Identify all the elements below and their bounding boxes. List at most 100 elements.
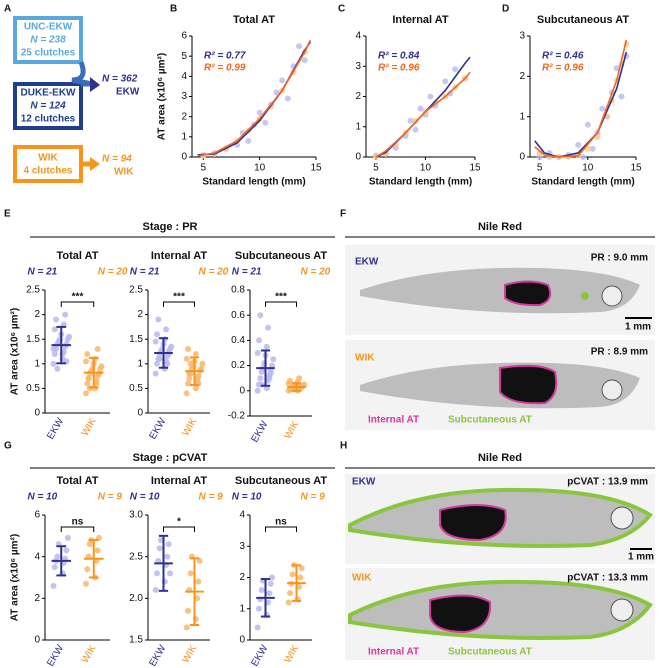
point: [53, 316, 60, 323]
y-tick-label: 6: [181, 31, 187, 42]
y-tick-label: -0.2: [228, 411, 246, 422]
point: [164, 360, 171, 367]
x-tick-label: 10: [254, 163, 266, 174]
x-tick-label: EKW: [45, 416, 66, 442]
x-axis-label: Standard length (mm): [531, 177, 634, 188]
point: [263, 343, 270, 350]
box: [13, 16, 83, 64]
point: [258, 587, 265, 593]
x-tick-label: WIK: [80, 643, 99, 665]
internal-at: [439, 504, 507, 542]
eye: [601, 379, 623, 401]
x-tick-label: EKW: [147, 643, 168, 668]
panel-letter: A: [4, 4, 11, 15]
x-tick-label: 15: [630, 163, 642, 174]
legend-label: Internal AT: [368, 647, 419, 658]
point: [63, 547, 70, 554]
point: [296, 43, 303, 50]
n-label: N = 10: [130, 492, 160, 503]
y-tick-label: 4: [181, 71, 187, 82]
internal-at: [429, 594, 492, 634]
point: [270, 356, 277, 363]
point: [82, 580, 89, 587]
n-label: N = 20: [98, 267, 128, 278]
y-tick-label: 6: [34, 510, 40, 521]
x-tick-label: 10: [420, 163, 432, 174]
point: [254, 350, 261, 356]
chart-title: Subcutaneous AT: [235, 475, 328, 487]
panel-letter: F: [340, 209, 346, 220]
y-tick-label: 2.5: [129, 285, 143, 296]
point: [289, 571, 296, 578]
point: [164, 553, 171, 560]
y-tick-label: 4: [34, 551, 40, 562]
point: [256, 109, 263, 116]
point: [94, 346, 101, 353]
x-tick-label: EKW: [45, 643, 66, 668]
chart-title: Internal AT: [392, 14, 449, 26]
row-label: EKW: [355, 257, 379, 268]
point: [152, 370, 159, 377]
n-label: N = 10: [232, 492, 262, 503]
point: [279, 77, 286, 84]
stage-title: Stage : pCVAT: [133, 452, 208, 464]
scale-label: 1 mm: [625, 322, 651, 333]
y-axis-label: AT area (x10⁶ µm²): [157, 53, 168, 140]
y-tick-label: 0: [519, 152, 525, 163]
image-panel-f: Nile Red EKW PR : 9.0 mm 1 mm WIK PR : 8…: [345, 221, 655, 430]
y-tick-label: 1.5: [26, 334, 40, 345]
point: [152, 587, 159, 593]
point: [192, 385, 199, 392]
significance: ns: [72, 517, 84, 528]
point: [256, 337, 262, 344]
eye: [610, 598, 634, 622]
point: [417, 105, 424, 112]
n-label: N = 20: [199, 267, 229, 278]
bracket: [60, 526, 95, 532]
image-panel-h: Nile Red EKW pCVAT : 13.9 mm 1 mm WIK pC…: [345, 452, 655, 660]
y-tick-label: 0: [34, 635, 40, 646]
point: [273, 89, 280, 96]
box-text: N = 238: [30, 35, 66, 46]
x-tick-label: WIK: [180, 643, 199, 665]
y-tick-label: 2: [137, 309, 143, 320]
point: [584, 121, 591, 128]
point: [427, 93, 434, 100]
point: [50, 346, 57, 353]
point: [195, 578, 202, 585]
panel-letters: A B C D E F G H: [4, 4, 509, 452]
row-label: EKW: [352, 477, 376, 488]
y-tick-label: 3: [355, 61, 361, 72]
n-label: N = 21: [232, 267, 262, 278]
y-tick-label: 2: [355, 91, 361, 102]
point: [168, 343, 175, 350]
point: [254, 387, 261, 394]
point: [599, 105, 606, 112]
point: [432, 99, 439, 106]
x-tick-label: 5: [373, 163, 379, 174]
y-tick-label: 1: [519, 111, 525, 122]
annotation: R² = 0.96: [542, 63, 584, 74]
annotation: R² = 0.77: [204, 51, 246, 62]
x-tick-label: WIK: [80, 416, 99, 438]
point: [584, 145, 591, 152]
total-text: N = 94: [102, 154, 132, 165]
point: [287, 590, 293, 597]
panel-letter: C: [338, 4, 345, 15]
point: [167, 570, 173, 577]
point: [64, 534, 71, 541]
x-axis-label: Standard length (mm): [369, 177, 472, 188]
n-label: N = 9: [301, 492, 326, 503]
point: [618, 93, 625, 100]
point: [199, 360, 206, 367]
y-tick-label: 3: [239, 541, 245, 552]
stage-headers: Stage : PR Stage : pCVAT: [30, 221, 335, 469]
y-tick-label: 1: [239, 603, 245, 614]
box-text: N = 124: [30, 101, 66, 112]
y-tick-label: 3: [181, 91, 187, 102]
bracket: [163, 526, 195, 532]
point: [285, 599, 292, 606]
arrow-head: [90, 157, 100, 171]
point: [54, 365, 61, 372]
n-label: N = 21: [28, 267, 58, 278]
